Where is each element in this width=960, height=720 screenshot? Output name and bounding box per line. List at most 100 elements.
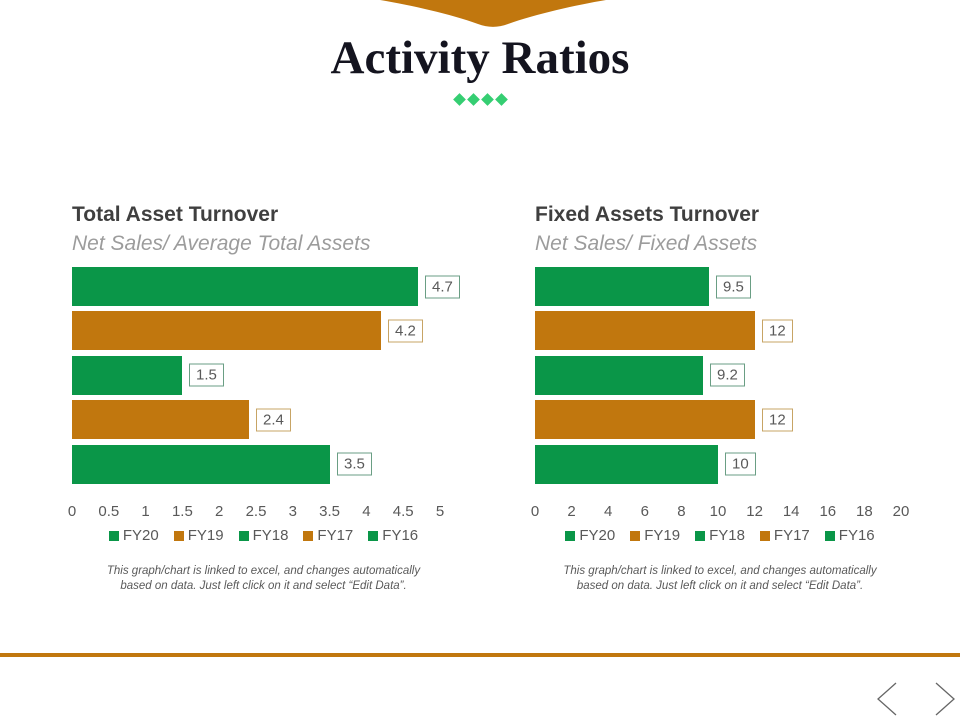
bar-value-label: 12 — [762, 408, 793, 432]
legend-swatch — [695, 530, 706, 541]
x-axis: 0 2 4 6 8 10 12 14 16 18 20 — [531, 503, 910, 521]
note-line: This graph/chart is linked to excel, and… — [563, 565, 877, 577]
x-axis-tick: 14 — [782, 503, 800, 520]
x-axis-tick: 6 — [640, 503, 649, 520]
x-axis-tick: 4 — [604, 503, 613, 520]
legend-item-FY17: FY17 — [759, 527, 810, 544]
bar-FY17[interactable] — [72, 400, 249, 440]
bar-row-FY17: 2.4 — [72, 400, 440, 440]
legend-item-FY19: FY19 — [630, 527, 680, 544]
bar-FY18[interactable] — [535, 355, 703, 395]
x-axis-tick: 18 — [856, 503, 873, 520]
chart-title: Fixed Assets Turnover — [535, 203, 760, 226]
x-axis-tick: 1 — [141, 503, 150, 520]
legend-label: FY18 — [709, 527, 745, 544]
bar-value-label: 12 — [762, 319, 793, 343]
chart-total-asset-turnover: Total Asset Turnover Net Sales/ Average … — [68, 203, 460, 592]
bar-value-label: 2.4 — [256, 408, 291, 432]
legend-swatch — [238, 530, 249, 541]
bar-plot[interactable]: 9.5 12 9.2 12 10 — [535, 265, 901, 487]
next-slide-button[interactable] — [935, 682, 955, 716]
legend-item-FY16: FY16 — [368, 527, 418, 544]
legend-label: FY16 — [838, 527, 875, 544]
legend-swatch — [565, 530, 576, 541]
bottom-accent-line — [0, 653, 960, 657]
top-ribbon-shape — [380, 0, 606, 27]
legend-label: FY19 — [644, 527, 681, 544]
chart-subtitle: Net Sales/ Fixed Assets — [535, 232, 758, 255]
bar-row-FY16: 3.5 — [72, 444, 440, 484]
bar-value-label: 3.5 — [337, 452, 372, 476]
chart-legend: FY20 FY19 FY18 FY17 FY16 — [72, 527, 455, 544]
bar-row-FY16: 10 — [535, 444, 901, 484]
chart-legend: FY20 FY19 FY18 FY17 FY16 — [535, 527, 905, 544]
x-axis: 0 0.5 1 1.5 2 2.5 3 3.5 4 4.5 5 — [68, 503, 444, 521]
x-axis-tick: 2 — [567, 503, 576, 520]
legend-label: FY17 — [317, 527, 354, 544]
bar-row-FY19: 12 — [535, 311, 901, 351]
bar-row-FY20: 9.5 — [535, 267, 901, 306]
legend-swatch — [630, 530, 641, 541]
legend-label: FY17 — [773, 527, 810, 544]
legend-item-FY18: FY18 — [238, 527, 289, 544]
edit-data-note: This graph/chart is linked to excel, and… — [62, 564, 465, 594]
bar-FY16[interactable] — [72, 444, 330, 484]
chart-subtitle: Net Sales/ Average Total Assets — [72, 232, 371, 255]
x-axis-tick: 3.5 — [319, 503, 341, 520]
bar-value-label: 1.5 — [189, 363, 224, 387]
legend-swatch — [173, 530, 184, 541]
diamond-icon — [466, 93, 480, 106]
diamond-icon — [494, 93, 508, 106]
edit-data-note: This graph/chart is linked to excel, and… — [525, 564, 915, 594]
bar-row-FY18: 9.2 — [535, 355, 901, 395]
x-axis-tick: 3 — [288, 503, 297, 520]
bar-FY18[interactable] — [72, 355, 182, 395]
x-axis-tick: 4 — [362, 503, 371, 520]
legend-label: FY20 — [579, 527, 616, 544]
legend-item-FY19: FY19 — [173, 527, 224, 544]
note-line: based on data. Just left click on it and… — [120, 580, 407, 592]
legend-item-FY20: FY20 — [108, 527, 159, 544]
slide-navigation — [877, 682, 955, 716]
note-line: This graph/chart is linked to excel, and… — [106, 565, 421, 577]
bar-FY17[interactable] — [535, 400, 755, 440]
chevron-left-icon[interactable] — [877, 682, 897, 716]
x-axis-tick: 0.5 — [98, 503, 120, 520]
previous-slide-button[interactable] — [877, 682, 897, 716]
x-axis-tick: 0 — [530, 503, 540, 520]
legend-label: FY16 — [382, 527, 419, 544]
legend-label: FY20 — [122, 527, 159, 544]
chevron-right-icon[interactable] — [935, 682, 955, 716]
bar-value-label: 4.7 — [425, 275, 460, 298]
x-axis-tick: 12 — [746, 503, 763, 520]
legend-swatch — [108, 530, 119, 541]
bar-row-FY17: 12 — [535, 400, 901, 440]
x-axis-tick: 1.5 — [171, 503, 193, 520]
x-axis-tick: 4.5 — [392, 503, 414, 520]
x-axis-tick: 20 — [892, 503, 910, 520]
bar-FY19[interactable] — [72, 311, 381, 351]
bar-value-label: 9.5 — [716, 275, 751, 298]
bar-FY20[interactable] — [535, 267, 709, 306]
bar-row-FY18: 1.5 — [72, 355, 440, 395]
bar-FY20[interactable] — [72, 267, 418, 306]
diamond-icon — [452, 93, 466, 106]
bar-row-FY20: 4.7 — [72, 267, 460, 306]
bar-FY16[interactable] — [535, 444, 718, 484]
legend-swatch — [824, 530, 835, 541]
legend-item-FY20: FY20 — [565, 527, 615, 544]
legend-label: FY18 — [252, 527, 289, 544]
x-axis-tick: 8 — [677, 503, 686, 520]
x-axis-tick: 10 — [709, 503, 727, 520]
title-diamonds-decoration — [0, 93, 960, 106]
x-axis-tick: 16 — [819, 503, 837, 520]
slide-title: Activity Ratios — [330, 32, 630, 84]
bar-plot[interactable]: 4.7 4.2 1.5 2.4 3.5 — [72, 265, 460, 487]
chart-title: Total Asset Turnover — [72, 203, 279, 226]
bar-value-label: 9.2 — [710, 363, 745, 387]
legend-swatch — [368, 530, 379, 541]
bar-FY19[interactable] — [535, 311, 755, 351]
legend-label: FY19 — [187, 527, 224, 544]
legend-swatch — [303, 530, 314, 541]
